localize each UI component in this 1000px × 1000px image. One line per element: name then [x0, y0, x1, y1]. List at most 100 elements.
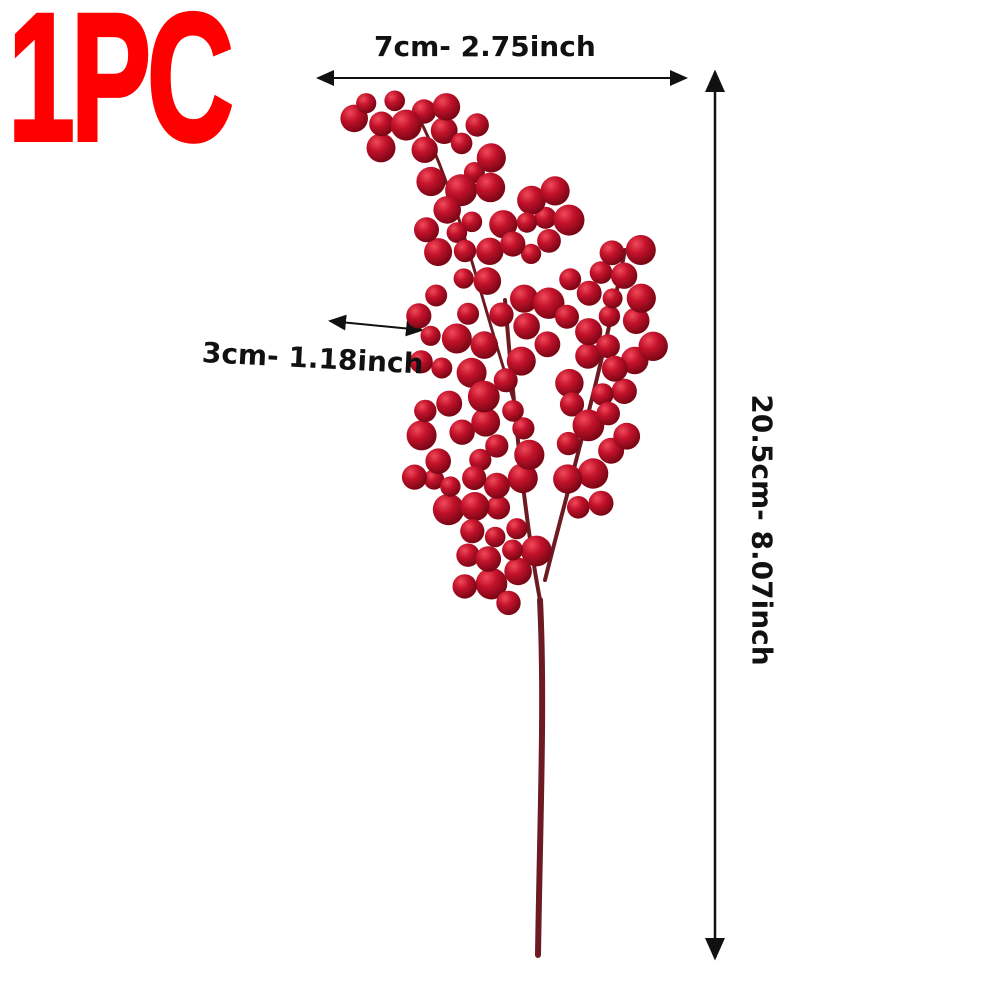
berry	[441, 323, 472, 354]
berry	[502, 400, 524, 422]
berry	[390, 109, 422, 141]
berry-cluster	[340, 90, 668, 616]
berry	[432, 93, 461, 121]
berry	[556, 431, 581, 456]
berry	[513, 312, 540, 340]
berry	[622, 307, 650, 335]
berry	[559, 268, 582, 291]
berry	[471, 407, 501, 437]
berry	[431, 357, 453, 379]
berry	[433, 196, 462, 224]
berry	[493, 368, 518, 393]
berry	[409, 350, 433, 374]
berry	[456, 357, 487, 388]
berry	[534, 206, 557, 229]
berry	[465, 113, 489, 137]
berry	[559, 392, 585, 417]
berry	[502, 539, 524, 561]
berry	[484, 526, 506, 548]
berry	[576, 280, 602, 306]
berry	[602, 288, 623, 309]
berry	[613, 422, 641, 450]
berry	[406, 420, 437, 451]
berry	[514, 439, 545, 470]
berry	[555, 368, 584, 398]
width-label: 7cm- 2.75inch	[374, 30, 596, 63]
berry	[506, 518, 528, 540]
berry	[572, 409, 605, 442]
berry	[432, 493, 465, 526]
berry	[521, 535, 552, 567]
berry	[489, 302, 514, 327]
berry	[476, 143, 506, 173]
berry	[430, 117, 458, 144]
berry	[456, 543, 480, 567]
berry	[470, 331, 499, 359]
berry	[555, 304, 579, 329]
berry	[356, 93, 377, 114]
berry	[577, 458, 609, 489]
berry	[575, 343, 601, 369]
berry	[406, 303, 432, 329]
berry	[475, 567, 508, 600]
berry	[489, 210, 518, 239]
height-label: 20.5cm- 8.07inch	[745, 394, 779, 666]
berry	[596, 401, 620, 426]
berry	[534, 331, 561, 358]
berry	[517, 185, 546, 215]
berry	[460, 492, 490, 521]
berry	[598, 305, 621, 327]
berry	[575, 318, 603, 346]
berry	[610, 262, 638, 289]
berry	[625, 235, 656, 265]
berry	[521, 243, 542, 264]
berry	[475, 172, 506, 203]
berry	[462, 465, 487, 491]
berry	[450, 132, 473, 155]
berry	[475, 546, 502, 572]
berry	[483, 472, 510, 499]
berry	[425, 284, 448, 307]
berry	[476, 237, 504, 265]
berry	[611, 378, 637, 404]
berry	[540, 176, 570, 206]
berry	[449, 419, 475, 445]
berry	[537, 229, 561, 253]
berry	[567, 496, 590, 519]
berry	[453, 268, 474, 289]
berry	[416, 166, 446, 197]
berry	[452, 574, 477, 599]
berry	[516, 212, 538, 233]
berry	[446, 222, 468, 243]
berry	[440, 476, 461, 497]
berry	[469, 448, 492, 471]
berry	[596, 334, 620, 359]
quantity-badge: 1PC	[7, 0, 235, 179]
berry	[589, 261, 613, 284]
berry	[457, 302, 480, 325]
berry	[384, 90, 406, 112]
berry	[420, 325, 441, 346]
berry	[496, 590, 521, 616]
berry	[591, 383, 614, 406]
berry	[506, 346, 536, 376]
berry	[414, 399, 437, 423]
berry	[473, 267, 502, 295]
berry	[638, 331, 668, 361]
berry	[467, 380, 500, 413]
berry	[553, 464, 583, 494]
berry	[553, 204, 585, 236]
berry	[601, 355, 628, 382]
berry	[436, 390, 463, 417]
berry	[424, 238, 453, 267]
berry	[461, 211, 483, 233]
berry	[588, 490, 614, 516]
berry	[626, 283, 656, 313]
berry	[504, 557, 532, 586]
berry	[485, 434, 509, 458]
berry	[460, 519, 485, 544]
berry	[509, 284, 539, 313]
berry	[425, 448, 452, 475]
